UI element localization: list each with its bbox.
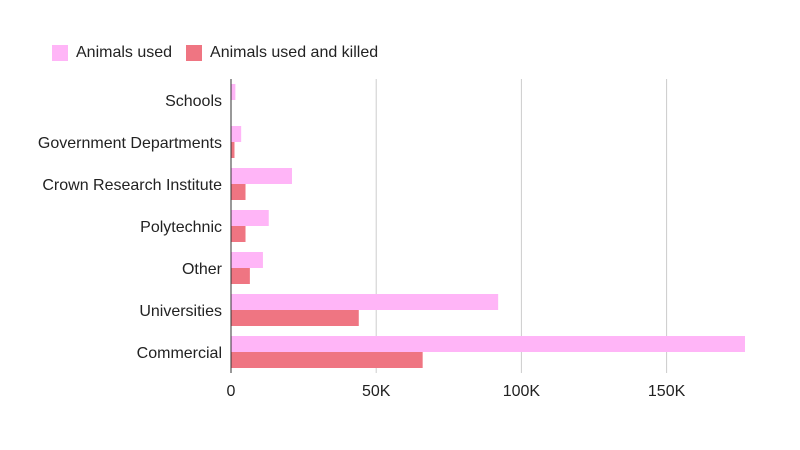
bar-used-4 (231, 252, 263, 268)
bar-killed-6 (231, 352, 423, 368)
category-label-0: Schools (165, 93, 222, 110)
category-label-3: Polytechnic (140, 219, 222, 236)
bar-used-5 (231, 294, 499, 310)
x-tick-label-1: 50K (362, 383, 391, 400)
legend-item-animals-used: Animals used (52, 44, 172, 62)
legend-label-animals-used-and-killed: Animals used and killed (210, 44, 379, 61)
bar-killed-5 (231, 310, 359, 326)
x-tick-label-3: 150K (648, 383, 686, 400)
bar-used-1 (231, 126, 242, 142)
category-label-2: Crown Research Institute (42, 177, 222, 194)
legend-swatch-animals-used (52, 45, 68, 61)
bar-used-2 (231, 168, 292, 184)
category-label-1: Government Departments (38, 135, 222, 152)
bar-used-6 (231, 336, 745, 352)
bar-killed-3 (231, 226, 246, 242)
category-label-4: Other (182, 261, 223, 278)
bar-killed-1 (231, 142, 235, 158)
x-tick-label-2: 100K (503, 383, 541, 400)
bar-killed-2 (231, 184, 246, 200)
legend-item-animals-used-and-killed: Animals used and killed (186, 44, 378, 62)
category-label-5: Universities (139, 303, 222, 320)
bar-used-0 (231, 84, 236, 100)
bar-used-3 (231, 210, 269, 226)
bar-killed-4 (231, 268, 250, 284)
legend-swatch-animals-used-and-killed (186, 45, 203, 61)
x-tick-label-0: 0 (227, 383, 236, 400)
category-label-6: Commercial (137, 345, 222, 362)
legend-label-animals-used: Animals used (76, 44, 173, 61)
legend: Animals used Animals used and killed (52, 44, 392, 62)
